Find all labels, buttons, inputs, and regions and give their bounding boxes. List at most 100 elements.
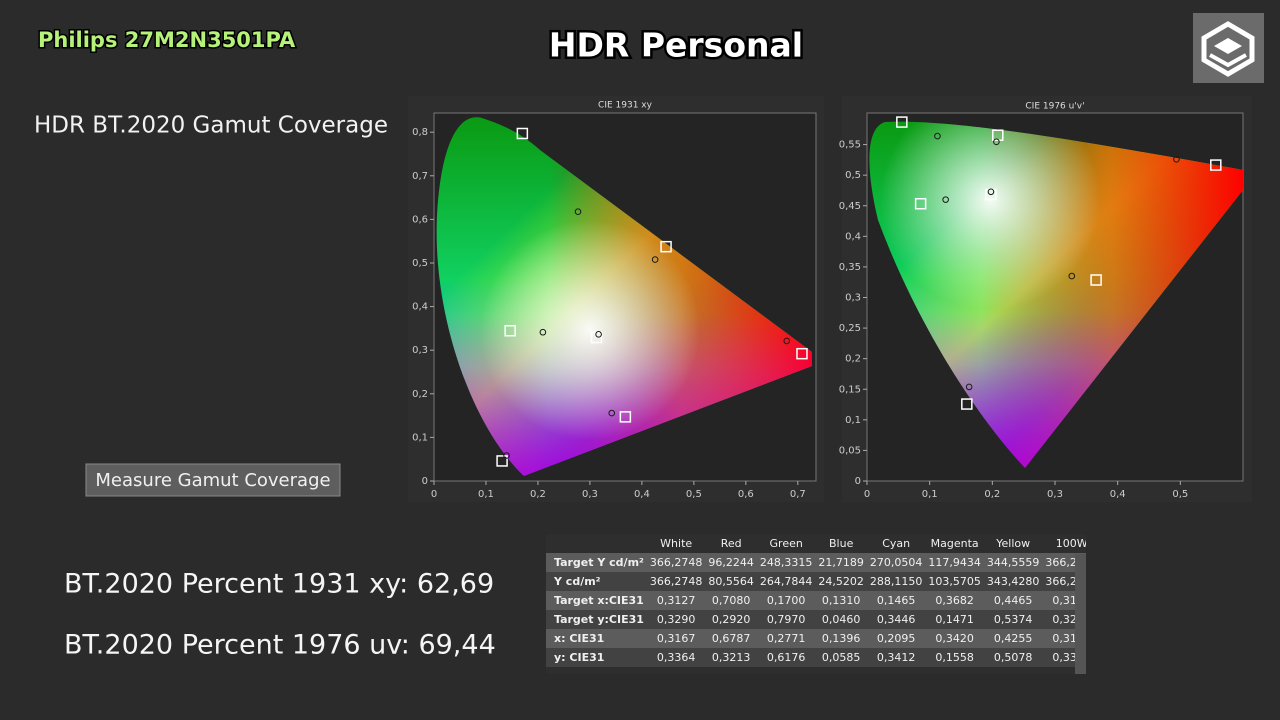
row-label: y: CIE31 [554,651,605,664]
button-label[interactable]: Measure Gamut Coverage [95,470,330,491]
table-cell: 0,7970 [766,613,806,626]
x-tick-label: 0 [864,489,870,500]
column-header: Red [720,537,742,550]
gamut-locus [869,121,1243,469]
column-header: Blue [829,537,854,550]
x-tick-label: 0,4 [634,489,650,500]
table-row: Target y:CIE31 0,3290 0,2920 0,7970 0,0460 0,… [546,610,1086,629]
table-row: Target x:CIE31 0,3127 0,7080 0,1700 0,1310 0,… [546,591,1086,610]
table-cell: 103,5705 [928,575,981,588]
row-label: Target Y cd/m² [554,556,644,569]
measured-point [934,132,941,140]
x-tick-label: 0,6 [738,489,754,500]
table-cell: 0,3412 [876,651,916,664]
y-tick-label: 0,05 [839,445,861,456]
table-cell: 0,5078 [993,651,1033,664]
target-point [914,197,927,210]
measured-point [987,188,995,196]
x-tick-label: 0,4 [1110,489,1126,500]
table-cell: 288,1150 [869,575,923,588]
table-cell: 0,1700 [766,594,806,607]
logo [1193,13,1264,83]
y-tick-label: 0,25 [839,323,861,334]
measured-point [595,331,602,338]
measured-point [783,337,791,345]
corner-cell [546,534,647,553]
table-cell: 264,7844 [759,575,813,588]
y-tick-label: 0,2 [412,389,428,400]
measured-point [608,409,616,417]
table-cell: 96,2244 [708,556,754,569]
table-cell: 0,6787 [711,632,751,645]
measured-point [942,196,949,203]
chart-title: CIE 1931 xy [598,101,653,111]
table: White Red Green Blue Cyan Magenta Yellow 100W Ta… [546,534,1086,667]
table-cell: 0,3446 [876,613,916,626]
x-tick-label: 0 [431,489,437,500]
gamut-locus [436,117,812,477]
measure-button[interactable]: Measure Gamut Coverage [85,463,341,497]
table-row: y: CIE31 0,3364 0,3213 0,6176 0,0585 0,3412 0,… [546,648,1086,667]
measured-point [993,138,1000,146]
table-cell: 0,6176 [766,651,806,664]
x-tick-label: 0,3 [1047,489,1063,500]
x-tick-label: 0,3 [582,489,598,500]
table-cell: 0,3682 [935,594,974,607]
table-cell: 366,2748 [649,575,703,588]
table-cell: 0,0585 [821,651,861,664]
table-cell: 0,2095 [876,632,916,645]
x-tick-label: 0,5 [686,489,702,500]
table-cell: 366,2748 [649,556,703,569]
y-tick-label: 0,3 [845,293,861,304]
target-point [985,188,997,201]
table-cell: 0,3127 [656,594,696,607]
y-tick-label: 0,5 [845,170,861,181]
y-tick-label: 0,4 [412,302,428,313]
result-1976: BT.2020 Percent 1976 uv: 69,44 [64,630,496,661]
chart-title: CIE 1976 u'v' [1025,102,1084,112]
table-cell: 117,9434 [928,556,981,569]
table-cell: 0,1310 [821,594,861,607]
table-cell: 0,4255 [993,632,1033,645]
y-tick-label: 0,5 [412,258,428,269]
y-tick-label: 0,3 [412,345,428,356]
result-1931: BT.2020 Percent 1931 xy: 62,69 [64,569,494,600]
row-label: x: CIE31 [554,632,605,645]
x-tick-label: 0,2 [984,489,1000,500]
measured-point [1068,272,1076,280]
y-tick-label: 0 [422,476,428,487]
target-point [1090,274,1102,286]
table-cell: 0,2771 [766,632,806,645]
target-point [504,324,516,337]
table-cell: 0,3213 [711,651,751,664]
row-label: Target y:CIE31 [554,613,644,626]
table-cell: 0,0460 [821,613,861,626]
y-tick-label: 0,45 [839,201,861,212]
y-tick-label: 0,15 [839,384,861,395]
target-point [1210,159,1222,171]
table-cell: 0,3167 [656,632,696,645]
target-point [992,129,1004,141]
table-row: Y cd/m² 366,2748 80,5564 264,7844 24,5202 288… [546,572,1086,591]
scrollbar[interactable] [1075,554,1086,674]
target-point [961,398,973,410]
y-tick-label: 0,1 [412,432,428,443]
y-tick-label: 0,7 [412,171,428,182]
table-cell: 0,4465 [993,594,1033,607]
measured-point [574,208,582,216]
y-tick-label: 0,55 [839,140,861,151]
table-cell: 0,3290 [656,613,696,626]
table-row: x: CIE31 0,3167 0,6787 0,2771 0,1396 0,2095 0,… [546,629,1086,648]
table-cell: 0,1471 [935,613,974,626]
measured-point [965,383,973,391]
table-cell: 270,0504 [869,556,923,569]
column-header: White [660,537,693,550]
page-title: HDR Personal [549,26,803,65]
y-tick-label: 0,1 [845,415,861,426]
y-tick-label: 0,4 [845,231,861,242]
section-heading: HDR BT.2020 Gamut Coverage [34,113,388,139]
table-cell: 0,3420 [935,632,974,645]
column-header: Yellow [996,537,1031,550]
column-header: Magenta [930,537,979,550]
